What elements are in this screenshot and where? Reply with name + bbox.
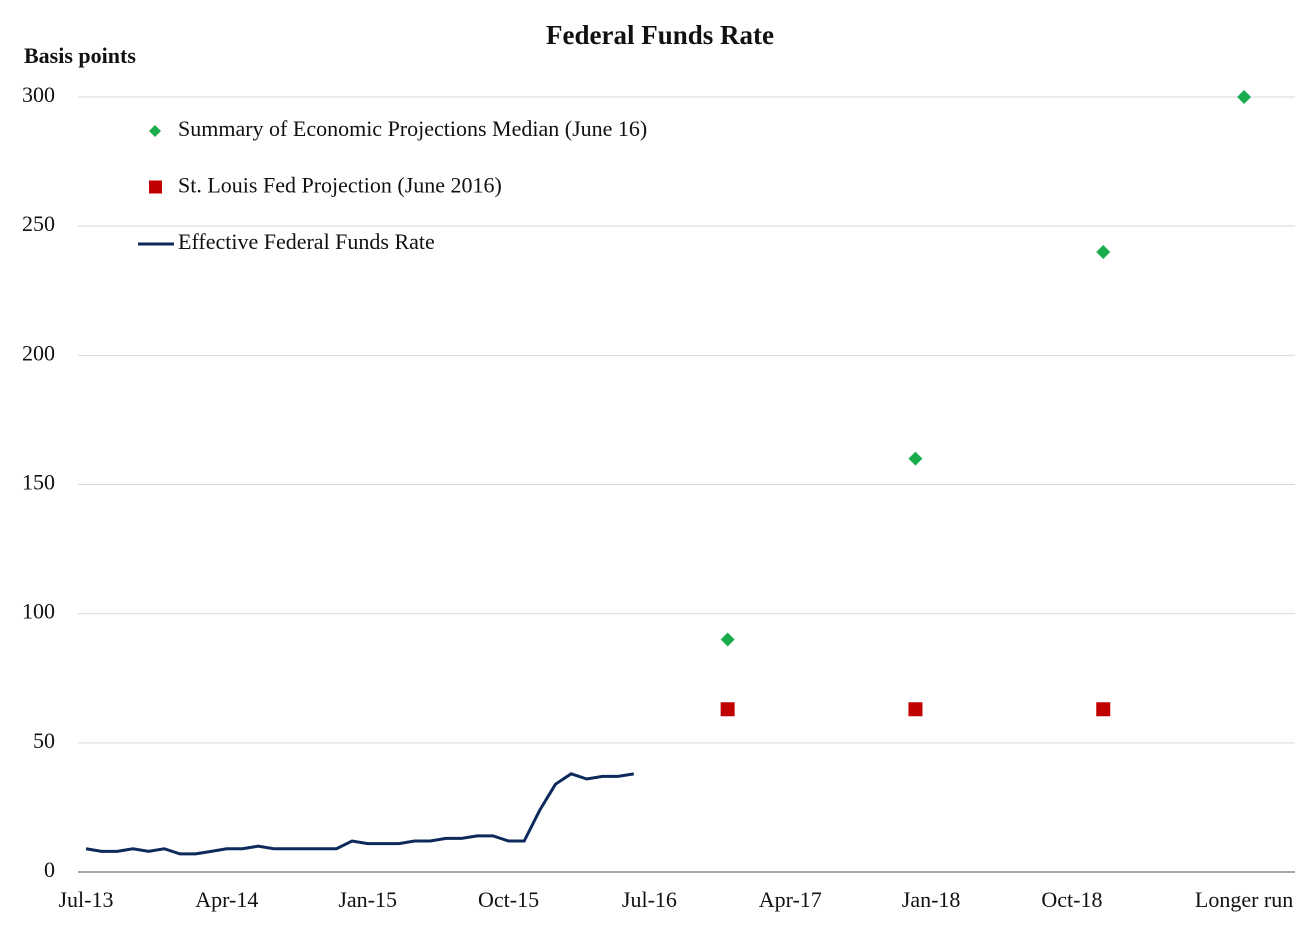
square-marker: [1096, 702, 1111, 717]
y-tick-label: 250: [22, 211, 55, 236]
y-tick-label: 0: [44, 857, 55, 882]
square-marker: [720, 702, 735, 717]
x-tick-label: Jul-16: [622, 887, 677, 912]
x-tick-label: Longer run: [1195, 887, 1293, 912]
legend-label: Summary of Economic Projections Median (…: [178, 116, 647, 141]
x-tick-label: Oct-15: [478, 887, 539, 912]
diamond-marker: [1237, 90, 1252, 104]
x-tick-label: Jan-15: [338, 887, 397, 912]
x-tick-label: Jul-13: [59, 887, 114, 912]
diamond-marker: [908, 451, 923, 466]
legend-diamond: [149, 125, 161, 137]
y-tick-label: 50: [33, 728, 55, 753]
legend-square: [149, 180, 162, 194]
chart-title: Federal Funds Rate: [546, 20, 774, 50]
x-tick-label: Apr-17: [759, 887, 822, 912]
legend-label: Effective Federal Funds Rate: [178, 229, 435, 254]
y-tick-label: 100: [22, 599, 55, 624]
y-tick-label: 150: [22, 470, 55, 495]
line: [85, 772, 634, 856]
diamond-marker: [720, 632, 735, 647]
x-tick-label: Oct-18: [1041, 887, 1102, 912]
diamond-marker: [1096, 245, 1111, 259]
x-tick-label: Apr-14: [195, 887, 258, 912]
square-marker: [908, 702, 923, 717]
y-tick-label: 300: [22, 82, 55, 107]
x-tick-label: Jan-18: [902, 887, 961, 912]
legend-label: St. Louis Fed Projection (June 2016): [178, 173, 502, 198]
y-tick-label: 200: [22, 340, 55, 365]
y-axis-label: Basis points: [24, 43, 136, 68]
